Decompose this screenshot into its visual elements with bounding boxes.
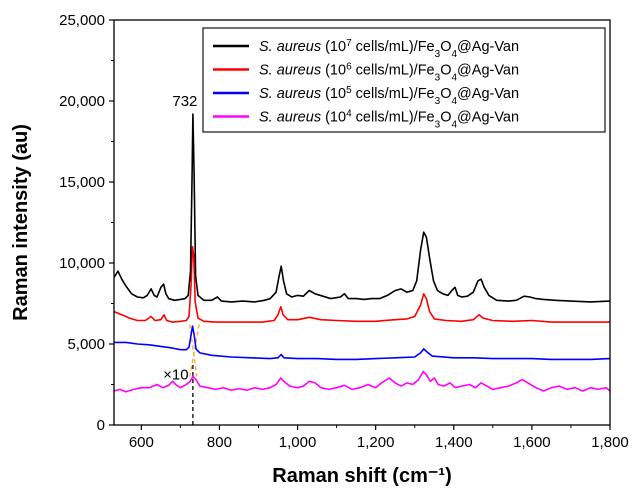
legend-box: [202, 27, 606, 133]
x-tick-label: 1,600: [513, 434, 551, 451]
peak-label-732: 732: [172, 93, 197, 110]
legend-item: S. aureus (104 cells/mL)/Fe3O4@Ag-Van: [213, 108, 519, 130]
x-tick-label: 1,200: [357, 434, 395, 451]
y-tick-label: 0: [97, 417, 105, 434]
x-tick-label: 1,000: [279, 434, 317, 451]
plot-area-frame: [113, 19, 611, 426]
legend-item: S. aureus (106 cells/mL)/Fe3O4@Ag-Van: [213, 61, 519, 83]
series-line: [113, 246, 610, 323]
y-axis-title: Raman intensity (au): [10, 124, 32, 321]
legend-item: S. aureus (105 cells/mL)/Fe3O4@Ag-Van: [213, 85, 519, 107]
series-line: [113, 113, 611, 303]
legend-item: S. aureus (107 cells/mL)/Fe3O4@Ag-Van: [213, 38, 519, 60]
series-layer: [113, 113, 611, 393]
legend-label: S. aureus (104 cells/mL)/Fe3O4@Ag-Van: [259, 108, 519, 130]
y-tick-label: 20,000: [59, 93, 105, 110]
x-axis-ticks: 600 800 1,000 1,200 1,400 1,600 1,800: [129, 425, 629, 451]
y-axis-ticks: 0 5,000 10,000 15,000 20,000 25,000: [59, 12, 114, 434]
x-tick-label: 800: [207, 434, 232, 451]
y-tick-label: 5,000: [67, 336, 105, 353]
legend-label: S. aureus (105 cells/mL)/Fe3O4@Ag-Van: [259, 85, 519, 107]
series-line: [114, 325, 611, 361]
y-tick-label: 10,000: [59, 255, 105, 272]
y-tick-label: 25,000: [59, 12, 105, 29]
x-axis-title: Raman shift (cm⁻¹): [272, 465, 451, 487]
legend: S. aureus (107 cells/mL)/Fe3O4@Ag-VanS. …: [202, 27, 606, 133]
y-tick-label: 15,000: [59, 174, 105, 191]
zoom-connector-right: [189, 324, 200, 377]
scale-factor-label: ×10: [163, 366, 188, 383]
legend-label: S. aureus (107 cells/mL)/Fe3O4@Ag-Van: [259, 38, 519, 60]
x-tick-label: 600: [129, 434, 154, 451]
legend-label: S. aureus (106 cells/mL)/Fe3O4@Ag-Van: [259, 61, 519, 83]
x-tick-label: 1,400: [435, 434, 473, 451]
series-line: [113, 370, 611, 393]
x-tick-label: 1,800: [591, 434, 629, 451]
